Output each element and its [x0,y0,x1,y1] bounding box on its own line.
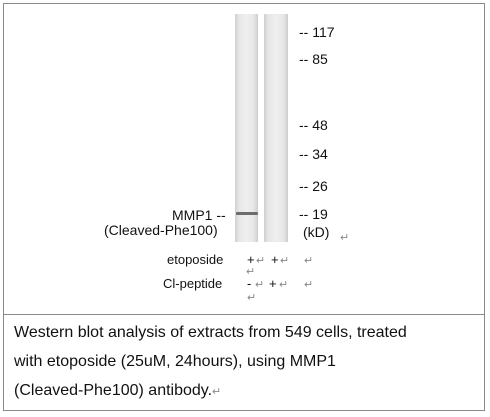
row-label-etoposide: etoposide [167,252,224,267]
cl-peptide-lane-2: + [269,276,277,291]
paragraph-mark: ↵ [304,279,314,291]
marker-117: -- 117 [299,24,335,40]
caption-line-3-text: (Cleaved-Phe100) antibody. [14,382,213,399]
caption-divider [4,314,484,315]
figure-caption: Western blot analysis of extracts from 5… [14,318,476,407]
figure-frame [3,3,485,411]
mmp1-band [236,212,258,215]
paragraph-mark: ↵ [256,255,266,267]
paragraph-mark: ↵ [340,232,350,244]
blot-lane-1 [235,14,258,242]
unit-label: (kD) [303,224,330,240]
etoposide-lane-2: + [271,252,279,267]
marker-48: -- 48 [299,117,328,133]
band-label-detail: (Cleaved-Phe100) [104,222,218,238]
blot-lane-2 [264,14,288,242]
band-label-name: MMP1 -- [172,207,226,223]
paragraph-mark: ↵ [212,386,222,398]
marker-85: -- 85 [299,51,328,67]
etoposide-lane-1: + [247,252,255,267]
row-label-cl-peptide: Cl-peptide [163,276,223,291]
paragraph-mark: ↵ [246,266,256,278]
caption-line-3: (Cleaved-Phe100) antibody.↵ [14,376,476,407]
paragraph-mark: ↵ [279,279,289,291]
marker-26: -- 26 [299,178,328,194]
marker-34: -- 34 [299,146,328,162]
paragraph-mark: ↵ [304,255,314,267]
caption-line-2: with etoposide (25uM, 24hours), using MM… [14,353,336,370]
paragraph-mark: ↵ [247,292,257,304]
paragraph-mark: ↵ [255,279,265,291]
cl-peptide-lane-1: - [247,276,252,291]
caption-line-1: Western blot analysis of extracts from 5… [14,324,407,341]
paragraph-mark: ↵ [280,255,290,267]
marker-19: -- 19 [299,206,328,222]
